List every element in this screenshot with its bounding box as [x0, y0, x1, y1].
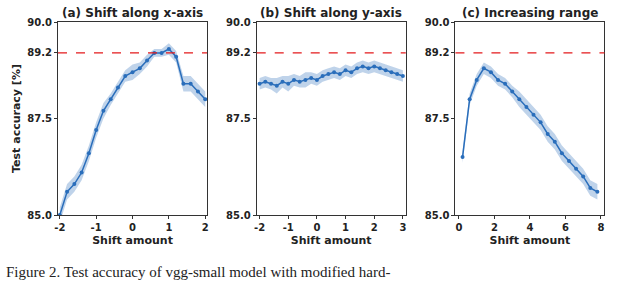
svg-text:Shift amount: Shift amount [490, 234, 571, 247]
svg-text:85.0: 85.0 [27, 210, 52, 221]
svg-text:0: 0 [129, 222, 136, 233]
svg-text:1: 1 [342, 222, 349, 233]
svg-text:89.2: 89.2 [226, 47, 251, 58]
svg-text:85.0: 85.0 [425, 210, 450, 221]
svg-text:87.5: 87.5 [226, 113, 251, 124]
svg-text:-2: -2 [254, 222, 265, 233]
svg-text:Shift amount: Shift amount [291, 234, 372, 247]
svg-text:90.0: 90.0 [425, 17, 450, 28]
svg-text:(b) Shift along y-axis: (b) Shift along y-axis [260, 6, 402, 20]
svg-text:(a) Shift along x-axis: (a) Shift along x-axis [62, 6, 203, 20]
svg-text:87.5: 87.5 [27, 113, 52, 124]
svg-text:2: 2 [491, 222, 498, 233]
svg-text:6: 6 [562, 222, 569, 233]
svg-text:90.0: 90.0 [27, 17, 52, 28]
svg-text:89.2: 89.2 [27, 47, 52, 58]
html-text:Figure 2. Test accuracy of vgg: Figure 2. Test accuracy of vgg-small mod… [6, 264, 391, 280]
svg-text:1: 1 [165, 222, 172, 233]
svg-text:-1: -1 [91, 222, 102, 233]
svg-text:85.0: 85.0 [226, 210, 251, 221]
svg-text:90.0: 90.0 [226, 17, 251, 28]
svg-text:87.5: 87.5 [425, 113, 450, 124]
svg-text:-2: -2 [54, 222, 65, 233]
svg-text:2: 2 [371, 222, 378, 233]
svg-text:0: 0 [456, 222, 463, 233]
svg-text:4: 4 [526, 222, 533, 233]
svg-text:Test accuracy [%]: Test accuracy [%] [10, 64, 23, 173]
svg-text:(c) Increasing range: (c) Increasing range [462, 6, 598, 20]
svg-text:-1: -1 [283, 222, 294, 233]
svg-text:2: 2 [202, 222, 209, 233]
svg-text:89.2: 89.2 [425, 47, 450, 58]
svg-text:Shift amount: Shift amount [92, 234, 173, 247]
svg-text:3: 3 [399, 222, 406, 233]
svg-text:8: 8 [597, 222, 604, 233]
svg-text:0: 0 [313, 222, 320, 233]
